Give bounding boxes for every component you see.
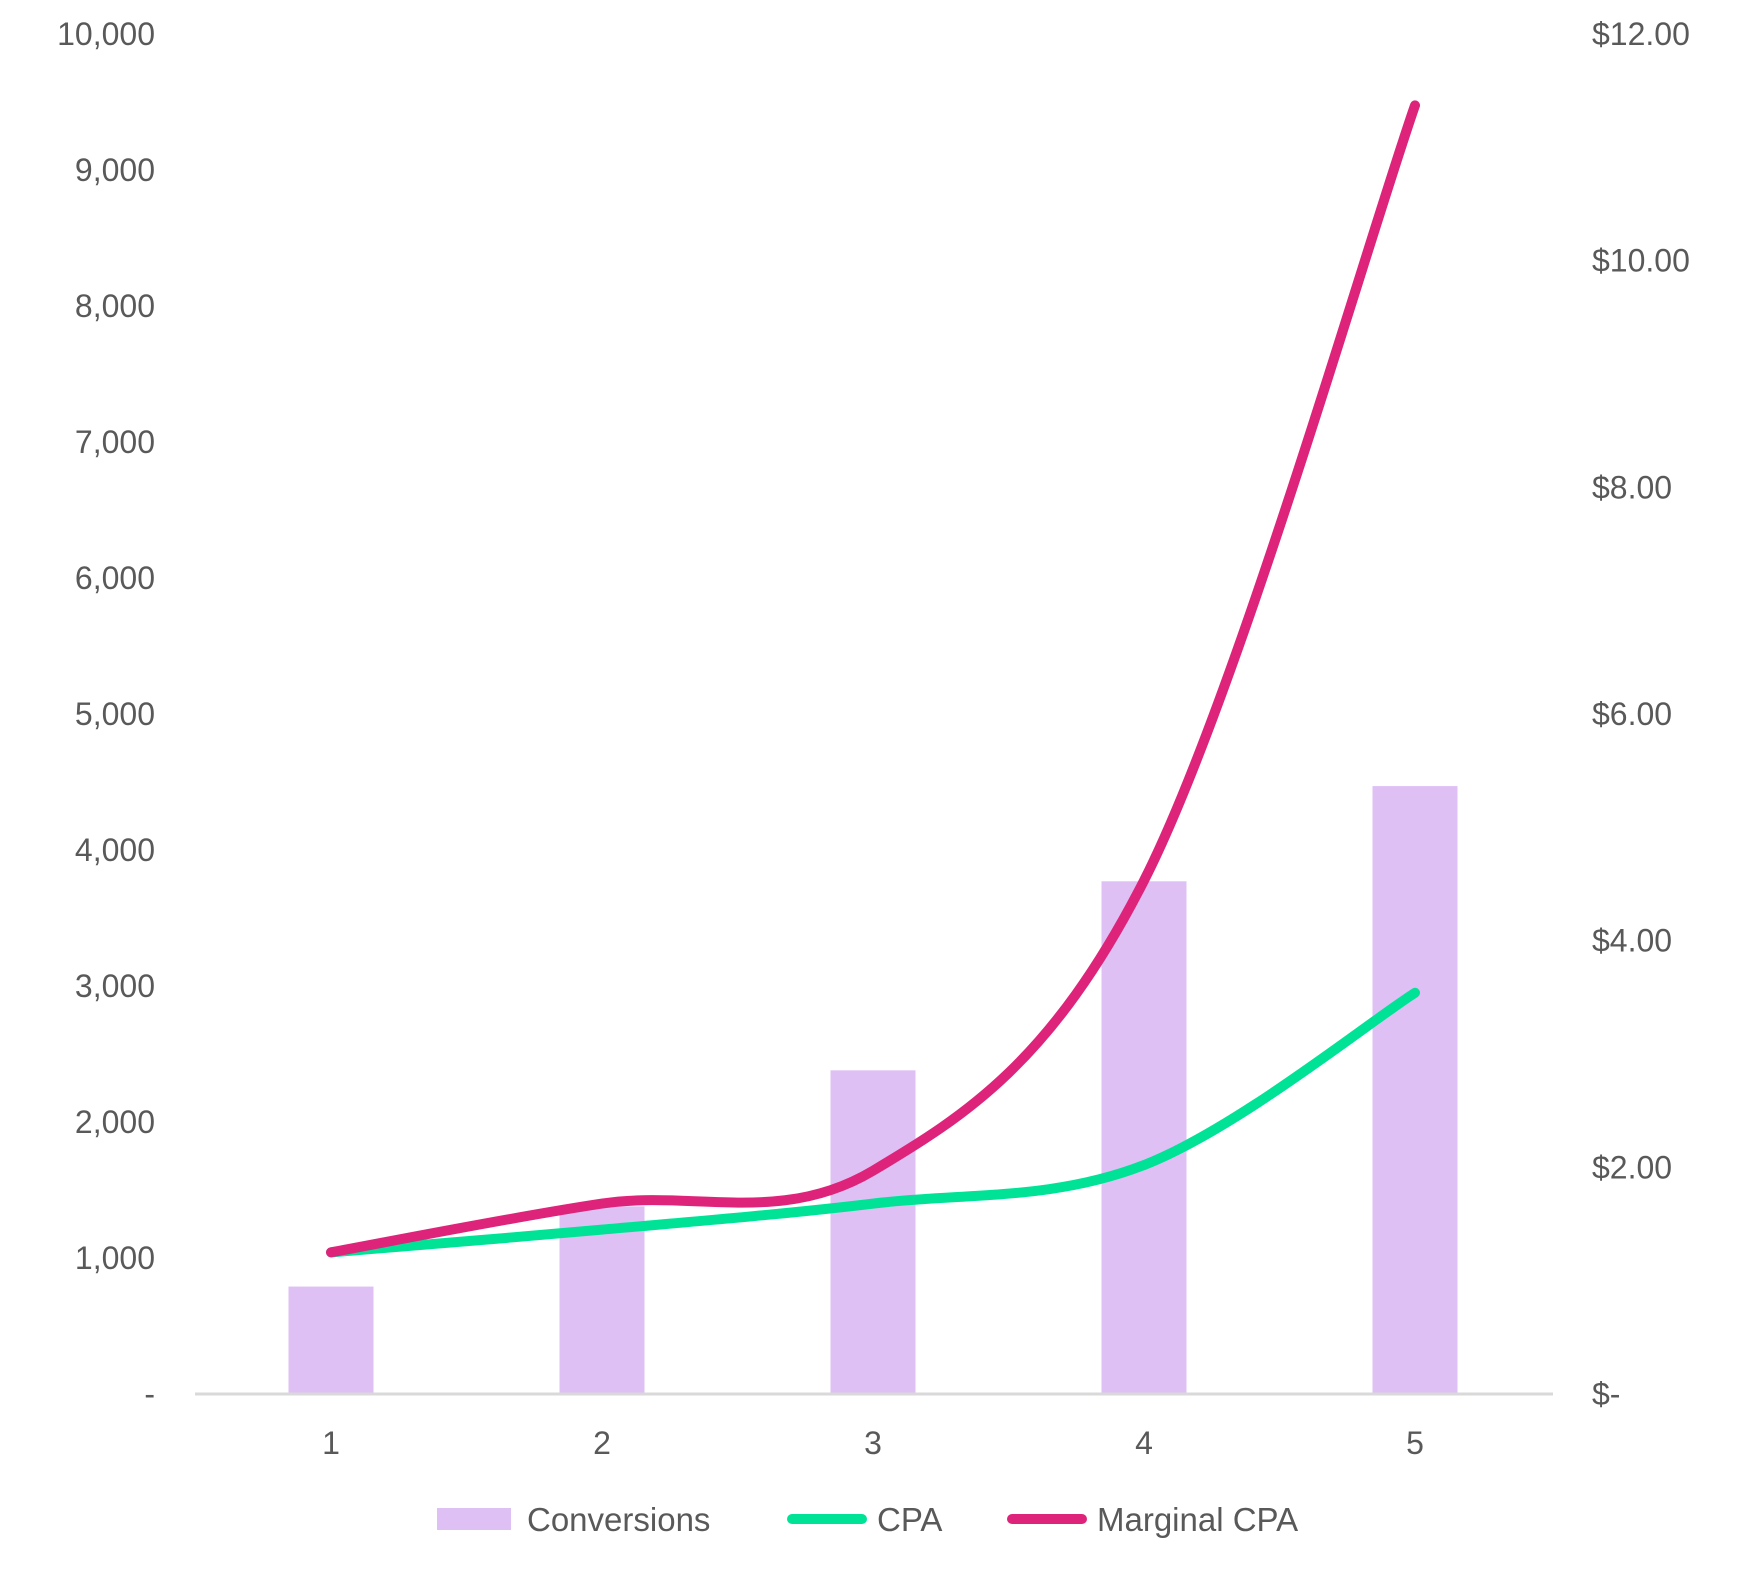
left-tick-label: 2,000: [75, 1104, 155, 1140]
right-tick-label: $2.00: [1592, 1149, 1672, 1185]
legend-label: Marginal CPA: [1097, 1501, 1298, 1538]
left-axis-ticks: - 1,000 2,000 3,000 4,000 5,000 6,000 7,000 8,00…: [57, 16, 155, 1412]
left-tick-label: 6,000: [75, 560, 155, 596]
left-tick-label: 7,000: [75, 424, 155, 460]
bar-conversions-3: [830, 1070, 916, 1394]
right-tick-label: $12.00: [1592, 16, 1690, 52]
left-tick-label: 4,000: [75, 832, 155, 868]
left-tick-label: 9,000: [75, 152, 155, 188]
legend-label: Conversions: [527, 1501, 710, 1538]
x-tick-label: 1: [322, 1425, 340, 1461]
bar-conversions-5: [1372, 786, 1458, 1394]
right-tick-label: $-: [1592, 1376, 1620, 1412]
lines-layer: [326, 100, 1420, 1258]
bar-conversions-4: [1101, 881, 1187, 1394]
right-tick-label: $4.00: [1592, 923, 1672, 959]
right-tick-label: $8.00: [1592, 469, 1672, 505]
left-tick-label: 10,000: [57, 16, 155, 52]
right-axis-ticks: $- $2.00 $4.00 $6.00 $8.00 $10.00 $12.00: [1592, 16, 1690, 1412]
line-marginal-cpa: [326, 100, 1420, 1258]
bar-conversions-1: [288, 1286, 374, 1394]
left-tick-label: 8,000: [75, 288, 155, 324]
right-tick-label: $6.00: [1592, 696, 1672, 732]
left-tick-label: 5,000: [75, 696, 155, 732]
bar-conversions-2: [559, 1206, 645, 1394]
x-tick-label: 2: [593, 1425, 611, 1461]
left-tick-label: 1,000: [75, 1240, 155, 1276]
legend-swatch-0: [437, 1508, 511, 1530]
line-cpa: [326, 987, 1420, 1258]
left-tick-label: 3,000: [75, 968, 155, 1004]
x-tick-label: 5: [1406, 1425, 1424, 1461]
right-tick-label: $10.00: [1592, 243, 1690, 279]
x-axis-ticks: 1 2 3 4 5: [322, 1425, 1424, 1461]
legend-label: CPA: [877, 1501, 942, 1538]
x-tick-label: 4: [1135, 1425, 1153, 1461]
x-tick-label: 3: [864, 1425, 882, 1461]
bars-layer: [288, 786, 1458, 1394]
legend: Conversions CPA Marginal CPA: [437, 1501, 1298, 1538]
left-tick-label: -: [144, 1376, 155, 1412]
